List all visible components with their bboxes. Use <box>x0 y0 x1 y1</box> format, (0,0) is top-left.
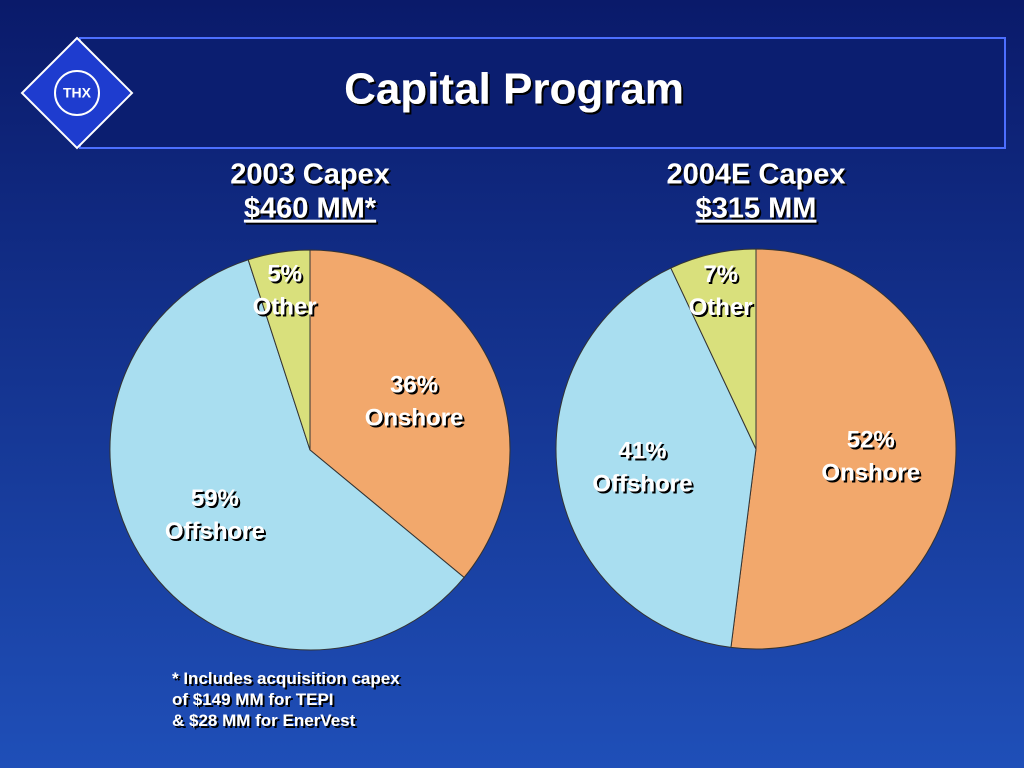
logo-text: THX <box>63 85 92 101</box>
footnote: & $28 MM for EnerVest <box>172 711 356 730</box>
chart-title: 2003 Capex <box>230 159 390 191</box>
slice-value-label: 7% <box>703 261 738 288</box>
slice-category-label: Onshore <box>365 404 464 431</box>
pie-slice <box>670 248 757 450</box>
slice-category-label: Other <box>689 294 753 321</box>
chart-title: 2004E Capex <box>667 159 846 191</box>
footnote: of $149 MM for TEPI <box>172 690 334 709</box>
slice-value-label: 5% <box>267 260 302 287</box>
pie-slice <box>309 249 511 579</box>
slice-category-label: Onshore <box>821 460 920 487</box>
pie-slice <box>247 249 311 451</box>
slice-category-label: Offshore <box>592 470 692 497</box>
logo: THX <box>20 36 134 150</box>
slice-category-label: Other <box>253 293 317 320</box>
title-box <box>79 37 1006 149</box>
slice-value-label: 52% <box>847 427 895 454</box>
pie-slice <box>555 267 757 648</box>
chart-subtitle: $460 MM* <box>244 193 377 225</box>
slice-value-label: 41% <box>618 437 666 464</box>
pie-slice <box>730 248 957 650</box>
footnote: * Includes acquisition capex <box>172 669 400 688</box>
slide-title: Capital Program <box>344 65 684 114</box>
slice-category-label: Offshore <box>165 518 265 545</box>
pie-slice <box>109 259 465 651</box>
slice-value-label: 36% <box>390 371 438 398</box>
slice-value-label: 59% <box>191 485 239 512</box>
chart-subtitle: $315 MM <box>696 193 817 225</box>
